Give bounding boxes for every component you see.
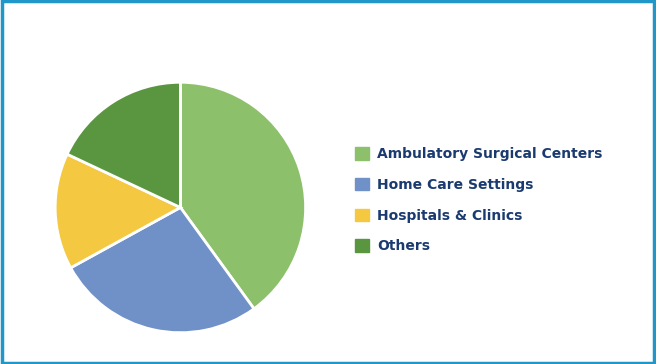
Text: Global Airway Clearance System Market : By End-user: Global Airway Clearance System Market : … [55,16,601,35]
Legend: Ambulatory Surgical Centers, Home Care Settings, Hospitals & Clinics, Others: Ambulatory Surgical Centers, Home Care S… [355,147,602,253]
Wedge shape [180,82,306,309]
Wedge shape [67,82,180,207]
Wedge shape [71,207,254,333]
Wedge shape [55,154,180,268]
